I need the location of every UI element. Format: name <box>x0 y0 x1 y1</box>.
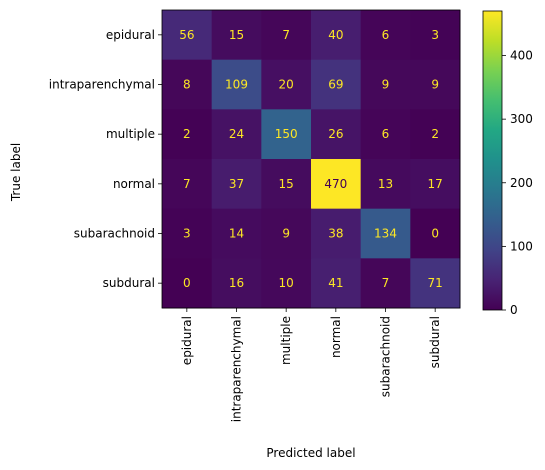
cell-value-label: 9 <box>431 78 439 92</box>
cell-value-label: 41 <box>328 276 343 290</box>
cell-value-label: 2 <box>183 127 191 141</box>
matrix-cell <box>261 109 312 160</box>
cell-value-label: 8 <box>183 78 191 92</box>
matrix-cell <box>311 10 362 61</box>
plot-frame <box>161 9 461 309</box>
cell-value-label: 2 <box>431 127 439 141</box>
matrix-cell <box>211 109 262 160</box>
matrix-cell <box>311 258 362 309</box>
y-tick-label: intraparenchymal <box>49 78 155 92</box>
x-tick-label: subarachnoid <box>379 316 393 397</box>
cell-value-label: 7 <box>282 28 290 42</box>
y-tick-label: subdural <box>103 276 155 290</box>
matrix-cell <box>410 208 461 259</box>
matrix-cell <box>261 159 312 210</box>
cell-value-label: 24 <box>229 127 244 141</box>
matrix-cell <box>162 10 213 61</box>
cell-value-label: 6 <box>382 28 390 42</box>
cell-value-label: 40 <box>328 28 343 42</box>
x-tick-label: normal <box>329 316 343 358</box>
matrix-cell <box>211 208 262 259</box>
cell-value-label: 109 <box>225 78 248 92</box>
cell-value-label: 150 <box>275 127 298 141</box>
cell-value-label: 15 <box>229 28 244 42</box>
colorbar-tick-label: 400 <box>510 49 533 63</box>
cell-value-label: 13 <box>378 177 393 191</box>
matrix-cell <box>360 59 411 110</box>
matrix-cell <box>162 159 213 210</box>
matrix-cell <box>360 10 411 61</box>
x-tick-label: multiple <box>279 316 293 365</box>
cell-value-label: 0 <box>431 227 439 241</box>
cell-value-label: 15 <box>279 177 294 191</box>
matrix-cell <box>360 159 411 210</box>
y-axis-label: True label <box>9 143 23 202</box>
x-axis-label: Predicted label <box>266 446 355 460</box>
cell-value-label: 69 <box>328 78 343 92</box>
matrix-cell <box>360 109 411 160</box>
matrix-cells <box>162 10 461 309</box>
matrix-cell <box>211 10 262 61</box>
cell-value-label: 38 <box>328 227 343 241</box>
matrix-cell <box>410 159 461 210</box>
matrix-cell <box>162 109 213 160</box>
matrix-cell <box>261 10 312 61</box>
colorbar <box>482 10 503 311</box>
y-tick-label: epidural <box>106 28 155 42</box>
matrix-cell <box>311 59 362 110</box>
cell-value-label: 470 <box>324 177 347 191</box>
colorbar-tick-label: 300 <box>510 112 533 126</box>
matrix-cell <box>162 258 213 309</box>
matrix-cell <box>211 258 262 309</box>
cell-value-label: 7 <box>183 177 191 191</box>
cell-value-label: 10 <box>279 276 294 290</box>
cell-value-label: 7 <box>382 276 390 290</box>
matrix-cell <box>311 159 362 210</box>
cell-value-label: 56 <box>179 28 194 42</box>
cell-value-label: 14 <box>229 227 244 241</box>
cell-value-label: 9 <box>382 78 390 92</box>
cell-value-label: 9 <box>282 227 290 241</box>
matrix-cell <box>211 59 262 110</box>
matrix-cell <box>261 258 312 309</box>
y-tick-label: multiple <box>106 127 155 141</box>
matrix-cell <box>261 59 312 110</box>
cell-value-label: 134 <box>374 227 397 241</box>
matrix-cell <box>261 208 312 259</box>
cell-value-label: 3 <box>183 227 191 241</box>
y-tick-label: subarachnoid <box>74 227 155 241</box>
x-tick-label: intraparenchymal <box>230 316 244 422</box>
matrix-cell <box>311 208 362 259</box>
matrix-cell <box>211 159 262 210</box>
cell-value-label: 0 <box>183 276 191 290</box>
matrix-value-labels: 56 15 7 40 6 38 109 20 69 9 92 24 150 26 6 27 37 15 470 13 1… <box>179 28 443 290</box>
colorbar-tick-label: 0 <box>510 303 518 317</box>
matrix-cell <box>162 59 213 110</box>
matrix-cell <box>410 10 461 61</box>
cell-value-label: 3 <box>431 28 439 42</box>
cell-value-label: 71 <box>428 276 443 290</box>
y-tick-label: normal <box>113 177 155 191</box>
x-axis: epidural intraparenchymal multiple normal su… <box>180 308 442 422</box>
cell-value-label: 17 <box>428 177 443 191</box>
matrix-cell <box>162 208 213 259</box>
matrix-cell <box>410 109 461 160</box>
cell-value-label: 16 <box>229 276 244 290</box>
cell-value-label: 20 <box>279 78 294 92</box>
cell-value-label: 6 <box>382 127 390 141</box>
colorbar-tick-label: 200 <box>510 176 533 190</box>
colorbar-ticks: 0 100 200 300 400 <box>502 49 533 317</box>
matrix-cell <box>360 208 411 259</box>
matrix-cell <box>410 258 461 309</box>
matrix-cell <box>360 258 411 309</box>
matrix-cell <box>410 59 461 110</box>
colorbar-tick-label: 100 <box>510 239 533 253</box>
matrix-cell <box>311 109 362 160</box>
y-axis: epidural intraparenchymal multiple normal su… <box>49 28 162 290</box>
x-tick-label: subdural <box>428 316 442 368</box>
x-tick-label: epidural <box>180 316 194 365</box>
cell-value-label: 26 <box>328 127 343 141</box>
cell-value-label: 37 <box>229 177 244 191</box>
